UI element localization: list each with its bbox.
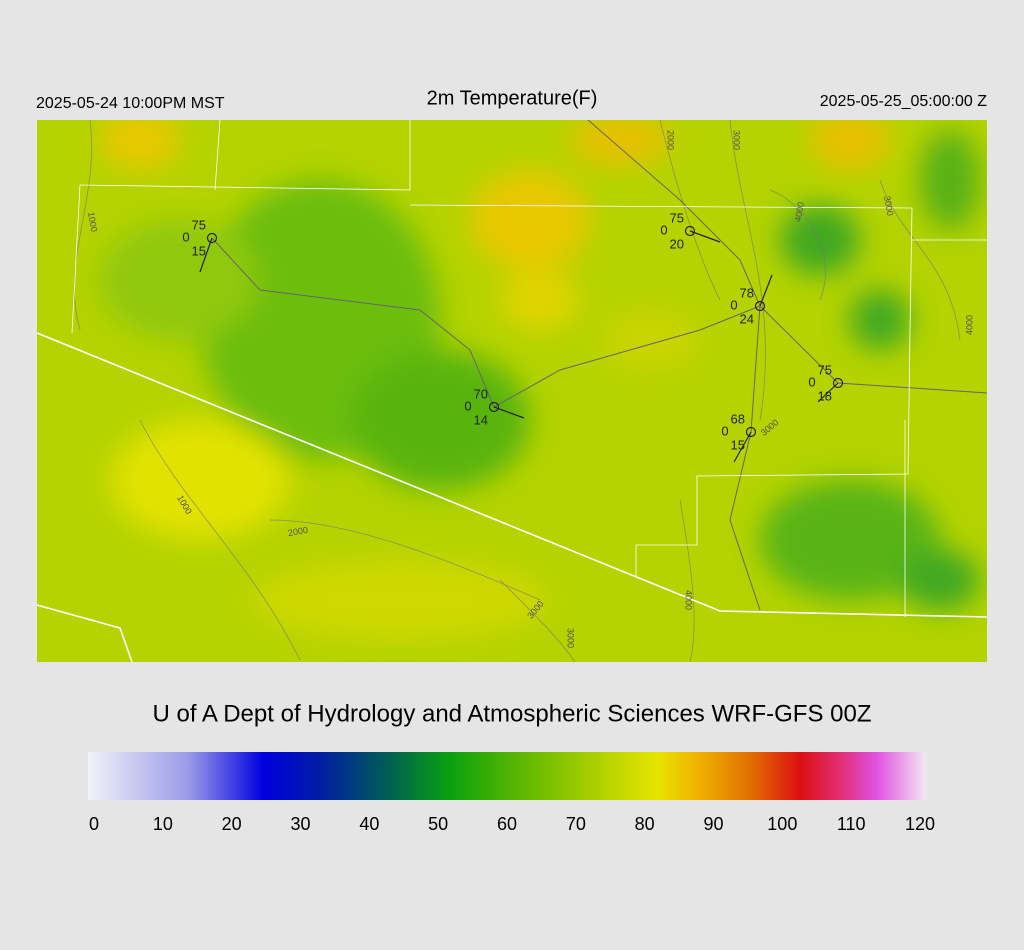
- county-lines: [71, 120, 987, 617]
- contour-label: 4000: [684, 590, 694, 610]
- station-cloud: 0: [808, 374, 815, 389]
- map-field: [37, 120, 987, 662]
- contour-label: 3000: [566, 628, 576, 648]
- wind-barb: [689, 230, 721, 243]
- colorbar-tick-label: 120: [905, 814, 935, 834]
- station-temperature: 68: [731, 411, 745, 426]
- station-dewpoint: 15: [731, 437, 745, 452]
- contour-label: 3000: [732, 130, 742, 150]
- station-cloud: 0: [182, 229, 189, 244]
- colorbar-tick-label: 40: [359, 814, 379, 834]
- map-title: 2m Temperature(F): [427, 87, 598, 109]
- valid-local: 2025-05-24 10:00PM MST: [36, 95, 225, 112]
- station-circle: [206, 232, 218, 244]
- station-cloud: 0: [721, 423, 728, 438]
- station-circle: [832, 377, 844, 389]
- colorbar-tick-label: 110: [837, 814, 866, 834]
- wind-barb: [817, 382, 839, 403]
- station-dewpoint: 14: [474, 412, 488, 427]
- contour-label: 4000: [793, 201, 806, 222]
- station-cloud: 0: [660, 222, 667, 237]
- colorbar-tick-label: 60: [497, 814, 517, 834]
- colorbar-tick-label: 20: [222, 814, 242, 834]
- wind-barb: [493, 406, 525, 419]
- station-temperature: 75: [818, 362, 832, 377]
- wind-barb: [759, 274, 773, 307]
- station-temperature: 75: [192, 217, 206, 232]
- colorbar-tick-label: 50: [428, 814, 448, 834]
- station-dewpoint: 24: [740, 311, 754, 326]
- station-temperature: 78: [740, 285, 754, 300]
- colorbar-tick-label: 70: [566, 814, 586, 834]
- station-temperature: 70: [474, 386, 488, 401]
- contour-label: 4000: [964, 315, 974, 335]
- station-cloud: 0: [730, 297, 737, 312]
- colorbar-tick-label: 10: [153, 814, 173, 834]
- station-cloud: 0: [464, 398, 471, 413]
- station-temperature: 75: [670, 210, 684, 225]
- colorbar: [88, 752, 926, 800]
- station-circle: [754, 300, 766, 312]
- colorbar-tick-label: 80: [635, 814, 655, 834]
- roads: [211, 120, 987, 611]
- station-circle: [745, 426, 757, 438]
- wind-barb: [733, 431, 752, 463]
- colorbar-tick-label: 100: [767, 814, 797, 834]
- station-dewpoint: 18: [818, 388, 832, 403]
- colorbar-tick-label: 90: [703, 814, 723, 834]
- contour-label: 1000: [86, 211, 99, 232]
- station-circle: [488, 401, 500, 413]
- valid-utc: 2025-05-25_05:00:00 Z: [820, 93, 987, 110]
- contour-label: 2000: [666, 130, 676, 150]
- colorbar-tick-label: 30: [290, 814, 310, 834]
- footer-credit: U of A Dept of Hydrology and Atmospheric…: [153, 700, 872, 727]
- station-dewpoint: 20: [670, 236, 684, 251]
- state-borders: [37, 332, 987, 662]
- colorbar-tick-label: 0: [89, 814, 99, 834]
- contour-label: 2000: [287, 525, 308, 538]
- wind-barb: [199, 237, 213, 273]
- station-circle: [684, 225, 696, 237]
- contour-label: 3000: [882, 195, 895, 216]
- station-dewpoint: 15: [192, 243, 206, 258]
